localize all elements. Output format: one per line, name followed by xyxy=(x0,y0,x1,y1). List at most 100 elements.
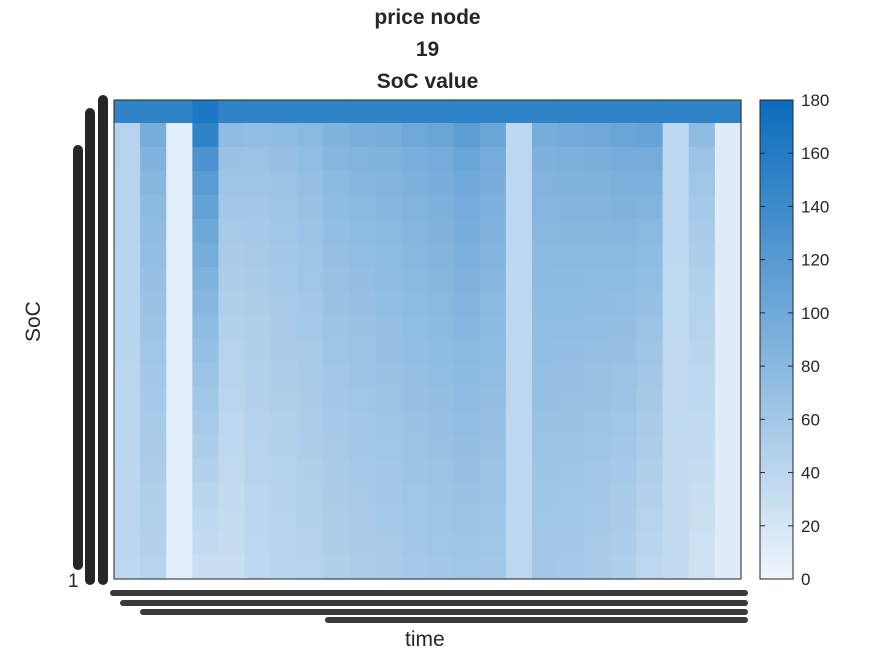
heatmap-cell xyxy=(401,291,429,316)
heatmap-cell xyxy=(714,459,742,484)
heatmap-cell xyxy=(688,219,716,244)
heatmap-cell xyxy=(166,123,193,148)
heatmap-cell xyxy=(401,100,429,124)
heatmap-cell xyxy=(610,243,638,268)
heatmap-cell xyxy=(296,555,324,580)
heatmap-cell xyxy=(453,147,481,172)
heatmap-cell xyxy=(270,291,298,316)
heatmap-cell xyxy=(714,291,742,316)
heatmap-cell xyxy=(192,435,220,460)
heatmap-cell xyxy=(140,435,167,460)
heatmap-cell xyxy=(349,243,376,268)
heatmap-cell xyxy=(244,195,272,220)
heatmap-cell xyxy=(192,507,220,532)
heatmap-cell xyxy=(375,555,402,580)
heatmap-cell xyxy=(505,555,533,580)
colorbar-tick-label: 160 xyxy=(801,144,829,163)
heatmap-cell xyxy=(244,291,272,316)
heatmap-cell xyxy=(558,459,585,484)
heatmap-cell xyxy=(584,219,611,244)
heatmap-cell xyxy=(349,195,376,220)
heatmap-cell xyxy=(192,147,220,172)
heatmap-cell xyxy=(479,100,507,124)
heatmap-cell xyxy=(505,531,533,556)
heatmap-cell xyxy=(636,291,664,316)
heatmap-cell xyxy=(192,100,220,124)
heatmap-cell xyxy=(662,435,690,460)
heatmap-cell xyxy=(296,243,324,268)
heatmap-cell xyxy=(192,387,220,412)
heatmap-cell xyxy=(688,387,716,412)
heatmap-cell xyxy=(636,243,664,268)
colorbar-tick-label: 20 xyxy=(801,517,820,536)
x-tick-label-smudge xyxy=(120,600,748,606)
heatmap-cell xyxy=(166,339,193,364)
heatmap-cell xyxy=(140,507,167,532)
heatmap-cell xyxy=(636,339,664,364)
heatmap-cell xyxy=(427,219,455,244)
heatmap-cell xyxy=(479,195,507,220)
heatmap-cell xyxy=(714,267,742,292)
heatmap-cell xyxy=(244,243,272,268)
heatmap-cell xyxy=(688,363,716,388)
heatmap-cell xyxy=(270,387,298,412)
heatmap-cell xyxy=(192,219,220,244)
heatmap-cell xyxy=(532,291,559,316)
heatmap-cell xyxy=(584,339,611,364)
heatmap-cell xyxy=(375,315,402,340)
heatmap-cell xyxy=(636,483,664,508)
heatmap-cell xyxy=(166,100,193,124)
heatmap-cell xyxy=(584,291,611,316)
heatmap-cell xyxy=(505,123,533,148)
y-tick-label-smudge xyxy=(85,108,95,585)
heatmap-cell xyxy=(401,459,429,484)
heatmap-cell xyxy=(244,483,272,508)
heatmap-cell xyxy=(296,435,324,460)
heatmap-cell xyxy=(323,507,350,532)
heatmap-cell xyxy=(192,195,220,220)
heatmap-cell xyxy=(636,195,664,220)
heatmap-cell xyxy=(688,459,716,484)
heatmap-cell xyxy=(532,483,559,508)
y-axis-label: SoC xyxy=(22,301,45,342)
heatmap-cell xyxy=(558,147,585,172)
heatmap-cell xyxy=(218,243,246,268)
heatmap-cell xyxy=(662,291,690,316)
heatmap-cell xyxy=(296,387,324,412)
heatmap-cell xyxy=(636,315,664,340)
heatmap-cell xyxy=(270,507,298,532)
heatmap-cell xyxy=(584,147,611,172)
heatmap-cell xyxy=(218,123,246,148)
heatmap-cell xyxy=(479,243,507,268)
heatmap-cell xyxy=(479,363,507,388)
heatmap-cell xyxy=(140,100,167,124)
heatmap-cell xyxy=(192,267,220,292)
heatmap-cell xyxy=(270,147,298,172)
heatmap-cell xyxy=(714,555,742,580)
heatmap-cell xyxy=(166,267,193,292)
heatmap-cell xyxy=(140,459,167,484)
heatmap-cell xyxy=(114,315,141,340)
heatmap-cell xyxy=(140,387,167,412)
heatmap-cell xyxy=(558,387,585,412)
heatmap-cell xyxy=(140,363,167,388)
heatmap-cell xyxy=(323,363,350,388)
heatmap-cell xyxy=(192,483,220,508)
colorbar-tick-label: 100 xyxy=(801,304,829,323)
heatmap-cell xyxy=(610,411,638,436)
heatmap-cell xyxy=(218,459,246,484)
heatmap-cell xyxy=(296,123,324,148)
heatmap-cell xyxy=(636,555,664,580)
heatmap-cell xyxy=(192,243,220,268)
heatmap-cell xyxy=(688,123,716,148)
heatmap-cell xyxy=(349,171,376,196)
heatmap-cell xyxy=(114,435,141,460)
x-tick-label-smudge xyxy=(140,609,748,615)
heatmap-cell xyxy=(401,315,429,340)
heatmap-cell xyxy=(114,195,141,220)
heatmap-cell xyxy=(296,411,324,436)
heatmap-cell xyxy=(166,387,193,412)
heatmap-cells xyxy=(114,100,742,580)
heatmap-cell xyxy=(479,171,507,196)
heatmap-cell xyxy=(114,363,141,388)
